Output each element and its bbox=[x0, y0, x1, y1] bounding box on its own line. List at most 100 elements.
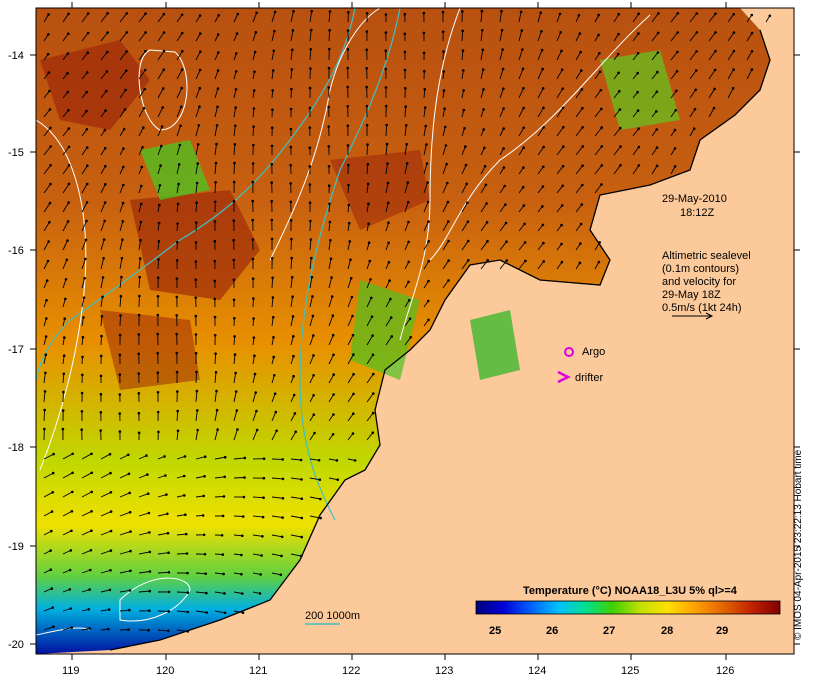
velocity-arrow bbox=[233, 372, 237, 384]
coastline bbox=[109, 29, 771, 651]
scale-arrow-head-icon bbox=[705, 312, 714, 320]
velocity-arrow-head bbox=[67, 12, 70, 16]
velocity-arrow-head bbox=[270, 237, 274, 241]
velocity-arrow-head bbox=[222, 495, 226, 498]
velocity-arrow-head bbox=[369, 278, 372, 281]
velocity-arrow bbox=[537, 166, 544, 175]
velocity-arrow-head bbox=[213, 315, 217, 319]
velocity-arrow-head bbox=[138, 275, 141, 279]
velocity-arrow bbox=[119, 531, 131, 536]
velocity-arrow-head bbox=[109, 510, 113, 513]
velocity-arrow-head bbox=[252, 336, 256, 340]
velocity-arrow-head bbox=[404, 124, 408, 127]
velocity-arrow-head bbox=[327, 66, 331, 70]
velocity-arrow-head bbox=[67, 201, 70, 204]
velocity-arrow-head bbox=[160, 144, 163, 148]
velocity-arrow-head bbox=[107, 627, 110, 631]
velocity-arrow-head bbox=[161, 106, 164, 109]
velocity-arrow-head bbox=[352, 353, 355, 356]
velocity-arrow bbox=[689, 32, 698, 42]
time-label: 18:12Z bbox=[680, 207, 715, 219]
velocity-arrow bbox=[157, 629, 169, 632]
velocity-arrow-head bbox=[90, 510, 93, 513]
velocity-arrow bbox=[385, 222, 389, 232]
velocity-arrow bbox=[537, 224, 544, 232]
velocity-arrow-head bbox=[485, 221, 489, 224]
velocity-arrow-head bbox=[427, 259, 431, 263]
velocity-arrow bbox=[62, 146, 70, 156]
velocity-arrow bbox=[442, 163, 448, 175]
velocity-arrow-head bbox=[195, 181, 199, 185]
velocity-arrow bbox=[62, 373, 65, 384]
velocity-arrow-head bbox=[281, 477, 285, 481]
velocity-arrow bbox=[43, 453, 54, 460]
velocity-arrow bbox=[404, 202, 409, 213]
velocity-arrow-head bbox=[407, 240, 410, 244]
velocity-arrow-head bbox=[175, 277, 179, 280]
velocity-arrow bbox=[233, 591, 243, 594]
altimetry-line-5: 0.5m/s (1kt 24h) bbox=[662, 302, 741, 314]
velocity-arrow-head bbox=[504, 221, 508, 225]
velocity-arrow-head bbox=[251, 257, 255, 261]
velocity-arrow bbox=[100, 472, 111, 479]
velocity-arrow-head bbox=[598, 70, 602, 73]
velocity-arrow-head bbox=[85, 201, 89, 204]
velocity-arrow bbox=[689, 13, 698, 23]
velocity-arrow-head bbox=[656, 70, 659, 74]
velocity-arrow-head bbox=[485, 202, 488, 205]
velocity-arrow bbox=[404, 144, 408, 156]
velocity-arrow-head bbox=[235, 32, 239, 35]
velocity-arrow-head bbox=[47, 13, 50, 16]
velocity-arrow-head bbox=[600, 107, 603, 111]
velocity-arrow-head bbox=[423, 106, 427, 109]
velocity-arrow bbox=[271, 11, 276, 23]
velocity-arrow-head bbox=[251, 218, 254, 222]
velocity-arrow bbox=[537, 261, 545, 270]
velocity-arrow-head bbox=[43, 408, 46, 412]
velocity-arrow bbox=[518, 30, 523, 42]
velocity-arrow-head bbox=[501, 48, 504, 51]
velocity-arrow bbox=[100, 530, 112, 536]
velocity-arrow bbox=[62, 608, 71, 612]
velocity-arrow-head bbox=[198, 68, 202, 72]
velocity-arrow bbox=[138, 50, 146, 61]
velocity-arrow bbox=[100, 147, 106, 156]
velocity-arrow-head bbox=[175, 259, 179, 262]
velocity-arrow-head bbox=[279, 573, 283, 577]
velocity-arrow-head bbox=[213, 220, 217, 223]
velocity-arrow bbox=[461, 260, 469, 270]
velocity-arrow bbox=[119, 13, 128, 23]
velocity-arrow bbox=[176, 69, 183, 80]
velocity-arrow-head bbox=[461, 49, 465, 52]
velocity-arrow-head bbox=[80, 410, 84, 413]
velocity-arrow-head bbox=[261, 515, 265, 519]
velocity-arrow-head bbox=[271, 316, 275, 319]
velocity-arrow-head bbox=[365, 67, 369, 70]
velocity-arrow-head bbox=[695, 31, 699, 34]
velocity-arrow-head bbox=[290, 237, 293, 241]
velocity-arrow bbox=[119, 454, 129, 460]
velocity-arrow-head bbox=[447, 220, 450, 223]
velocity-arrow-head bbox=[331, 314, 335, 318]
velocity-arrow-head bbox=[232, 278, 236, 282]
velocity-arrow-head bbox=[67, 164, 71, 167]
lat-label: -20 bbox=[8, 639, 24, 651]
velocity-arrow bbox=[195, 69, 201, 80]
velocity-arrow bbox=[119, 258, 123, 270]
velocity-arrow bbox=[746, 32, 753, 42]
velocity-arrow-head bbox=[167, 551, 170, 554]
velocity-arrow-head bbox=[330, 295, 334, 298]
velocity-arrow-head bbox=[387, 241, 390, 245]
velocity-arrow bbox=[594, 89, 602, 99]
velocity-arrow bbox=[100, 296, 103, 308]
velocity-arrow bbox=[176, 533, 187, 536]
velocity-arrow-head bbox=[88, 588, 91, 591]
velocity-arrow-head bbox=[275, 429, 278, 433]
velocity-arrow-head bbox=[45, 317, 48, 320]
velocity-arrow bbox=[43, 410, 46, 422]
velocity-arrow bbox=[442, 280, 449, 289]
velocity-arrow-head bbox=[253, 372, 257, 376]
lon-label: 122 bbox=[342, 665, 360, 677]
velocity-arrow-head bbox=[384, 49, 388, 52]
velocity-arrow-head bbox=[120, 275, 123, 279]
